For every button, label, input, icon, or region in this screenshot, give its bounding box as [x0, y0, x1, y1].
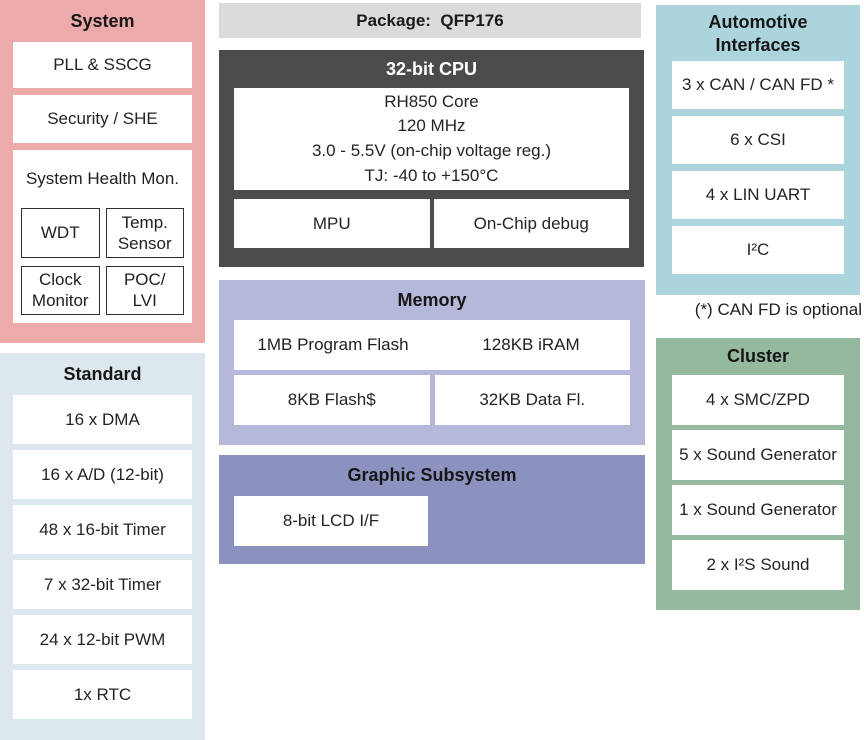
- system-health-monitor-title: System Health Mon.: [25, 169, 180, 188]
- temp-sensor-block: Temp. Sensor: [105, 208, 184, 258]
- can-fd-footnote: (*) CAN FD is optional: [694, 300, 862, 319]
- security-she-block: Security / SHE: [13, 95, 192, 143]
- adc-block: 16 x A/D (12-bit): [13, 450, 192, 499]
- memory-section: Memory 1MB Program Flash 128KB iRAM 8KB …: [219, 280, 645, 445]
- pwm-block: 24 x 12-bit PWM: [13, 615, 192, 664]
- program-flash-block: 1MB Program Flash: [257, 335, 409, 354]
- system-health-monitor-block: System Health Mon. WDT Temp. Sensor Cloc…: [13, 150, 192, 323]
- can-block: 3 x CAN / CAN FD *: [672, 61, 844, 109]
- cpu-section-title: 32-bit CPU: [385, 58, 477, 79]
- automotive-interfaces-title: Automotive Interfaces: [708, 11, 808, 55]
- pll-sscg-block: PLL & SSCG: [13, 42, 192, 88]
- rh850-core-block: RH850 Core 120 MHz 3.0 - 5.5V (on-chip v…: [234, 88, 629, 190]
- memory-row-flash-ram: 1MB Program Flash 128KB iRAM: [234, 320, 630, 370]
- automotive-interfaces-section: Automotive Interfaces 3 x CAN / CAN FD *…: [656, 5, 860, 295]
- graphic-subsystem-section: Graphic Subsystem 8-bit LCD I/F: [219, 455, 645, 564]
- standard-section: Standard 16 x DMA 16 x A/D (12-bit) 48 x…: [0, 353, 205, 740]
- cluster-section: Cluster 4 x SMC/ZPD 5 x Sound Generator …: [656, 338, 860, 610]
- iram-block: 128KB iRAM: [482, 335, 580, 354]
- timer-32bit-block: 7 x 32-bit Timer: [13, 560, 192, 609]
- timer-16bit-block: 48 x 16-bit Timer: [13, 505, 192, 554]
- memory-section-title: Memory: [397, 289, 467, 310]
- i2c-block: I²C: [672, 226, 844, 274]
- clock-monitor-block: Clock Monitor: [21, 265, 100, 315]
- data-flash-block: 32KB Data Fl.: [434, 375, 630, 425]
- cluster-section-title: Cluster: [726, 346, 789, 366]
- system-section: System PLL & SSCG Security / SHE System …: [0, 0, 205, 343]
- wdt-block: WDT: [21, 208, 100, 258]
- lin-uart-block: 4 x LIN UART: [672, 171, 844, 219]
- sound-generator-1x-block: 1 x Sound Generator: [672, 485, 844, 535]
- cpu-section: 32-bit CPU RH850 Core 120 MHz 3.0 - 5.5V…: [219, 50, 644, 267]
- rtc-block: 1x RTC: [13, 670, 192, 719]
- on-chip-debug-block: On-Chip debug: [433, 199, 629, 248]
- csi-block: 6 x CSI: [672, 116, 844, 164]
- lcd-interface-block: 8-bit LCD I/F: [234, 496, 428, 546]
- memory-row-cache-dataflash: 8KB Flash$ 32KB Data Fl.: [234, 375, 630, 425]
- flash-cache-block: 8KB Flash$: [234, 375, 430, 425]
- package-header: Package: QFP176: [219, 3, 641, 38]
- i2s-sound-block: 2 x I²S Sound: [672, 540, 844, 590]
- system-health-monitor-grid: WDT Temp. Sensor Clock Monitor POC/ LVI: [21, 208, 184, 315]
- dma-block: 16 x DMA: [13, 395, 192, 444]
- graphic-subsystem-title: Graphic Subsystem: [347, 465, 517, 485]
- standard-section-title: Standard: [63, 363, 142, 384]
- smc-zpd-block: 4 x SMC/ZPD: [672, 375, 844, 425]
- mpu-block: MPU: [234, 199, 430, 248]
- system-section-title: System: [70, 10, 135, 31]
- poc-lvi-block: POC/ LVI: [105, 265, 184, 315]
- sound-generator-5x-block: 5 x Sound Generator: [672, 430, 844, 480]
- cpu-sub-row: MPU On-Chip debug: [234, 199, 629, 248]
